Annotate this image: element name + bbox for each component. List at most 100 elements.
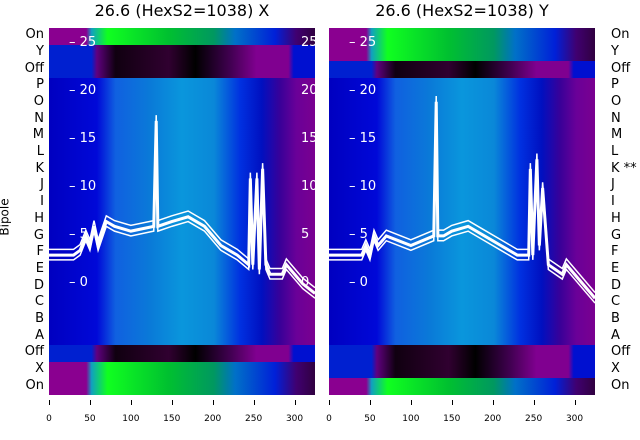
row-label: O	[611, 94, 622, 110]
heatmap-row	[49, 344, 315, 363]
heatmap-row	[329, 94, 595, 112]
row-label: I	[611, 194, 615, 210]
row-label: P	[36, 77, 44, 93]
row-label: K **	[611, 160, 637, 176]
x-tick-label: 300	[285, 414, 304, 424]
heatmap-row	[49, 128, 315, 146]
inner-y-tick-label: – 15	[349, 131, 377, 147]
heatmap-row	[49, 161, 315, 179]
signal-plot	[49, 115, 315, 299]
signal-line	[49, 120, 315, 295]
heatmap-row	[329, 78, 595, 96]
row-label: Off	[611, 60, 631, 76]
row-label: M	[32, 127, 44, 143]
inner-y-tick-label: – 20	[69, 83, 97, 99]
heatmap-row	[329, 144, 595, 162]
row-label: Off	[24, 60, 44, 76]
heatmap-row	[49, 144, 315, 162]
inner-y-tick-label: – 10	[69, 179, 97, 195]
heatmap-row	[49, 178, 315, 196]
row-label: H	[611, 210, 621, 226]
inner-y-tick-label: 10	[301, 179, 315, 195]
heatmap-row	[49, 61, 315, 79]
signal-plot	[329, 96, 595, 304]
heatmap-row	[329, 28, 595, 46]
row-label: N	[611, 110, 621, 126]
inner-y-tick-label: 20	[301, 83, 315, 99]
row-label: A	[611, 327, 620, 343]
heatmap-row	[329, 344, 595, 363]
x-tick	[410, 400, 412, 405]
inner-y-tick-label: – 0	[349, 274, 368, 290]
signal-line	[329, 96, 595, 293]
heatmap-row	[49, 311, 315, 329]
x-tick	[451, 400, 453, 405]
signal-line	[49, 115, 315, 289]
signal-line	[329, 106, 595, 304]
row-label: Off	[24, 344, 44, 360]
heatmap-row	[49, 328, 315, 346]
inner-y-tick-label: – 20	[349, 83, 377, 99]
heatmap-row	[329, 311, 595, 329]
heatmap-row	[49, 278, 315, 296]
heatmap-row	[329, 44, 595, 62]
row-label: F	[611, 244, 619, 260]
signal-line	[329, 101, 595, 300]
title-x: 26.6 (HexS2=1038) X	[94, 1, 270, 20]
row-label: C	[611, 294, 621, 310]
row-label: E	[35, 260, 44, 276]
row-label: G	[33, 227, 44, 243]
row-label: D	[611, 277, 622, 293]
inner-y-tick-label: – 5	[349, 226, 368, 242]
heatmap-row	[329, 378, 595, 395]
row-label: X	[35, 360, 44, 376]
x-tick-label: 150	[163, 414, 181, 424]
x-tick-label: 250	[245, 414, 263, 424]
row-label: E	[611, 260, 620, 276]
row-label: K	[35, 160, 44, 176]
row-label: L	[611, 144, 619, 160]
row-label: P	[611, 77, 619, 93]
x-tick-label: 250	[525, 414, 543, 424]
inner-y-tick-label: 15	[301, 131, 315, 147]
row-label: N	[34, 110, 44, 126]
inner-y-tick-label: – 0	[69, 274, 88, 290]
row-label: J	[40, 177, 44, 193]
x-tick	[212, 400, 214, 405]
row-label: On	[25, 377, 44, 393]
x-tick	[574, 400, 576, 405]
inner-y-tick-label: 0	[301, 274, 310, 290]
row-label: B	[611, 310, 620, 326]
inner-y-tick-label: – 15	[69, 131, 97, 147]
x-tick-label: 50	[364, 414, 376, 424]
row-label: A	[35, 327, 44, 343]
row-label: I	[40, 194, 44, 210]
x-tick-label: 50	[84, 414, 96, 424]
inner-y-tick-label: 5	[301, 226, 310, 242]
row-label: Y	[611, 44, 619, 60]
heatmap-row	[49, 44, 315, 62]
x-tick-label: 300	[565, 414, 584, 424]
signal-line	[49, 125, 315, 299]
heatmap-row	[329, 361, 595, 379]
heatmap-row	[49, 78, 315, 96]
row-label: Off	[611, 344, 631, 360]
row-label: X	[611, 360, 620, 376]
x-tick	[533, 400, 535, 405]
heatmap-row	[329, 261, 595, 279]
row-label: D	[33, 277, 44, 293]
heatmap-row	[49, 294, 315, 313]
row-label: On	[611, 377, 630, 393]
x-tick	[369, 400, 371, 405]
row-label: H	[34, 210, 44, 226]
x-tick	[49, 400, 50, 405]
inner-y-tick-label: – 25	[69, 35, 97, 51]
x-tick	[130, 400, 132, 405]
x-tick	[329, 400, 330, 405]
row-label: On	[611, 27, 630, 43]
heatmap-row	[49, 111, 315, 129]
x-tick-label: 100	[122, 414, 140, 424]
x-tick-label: 200	[484, 414, 502, 424]
heatmap-row	[49, 94, 315, 112]
heatmap-row	[329, 328, 595, 346]
